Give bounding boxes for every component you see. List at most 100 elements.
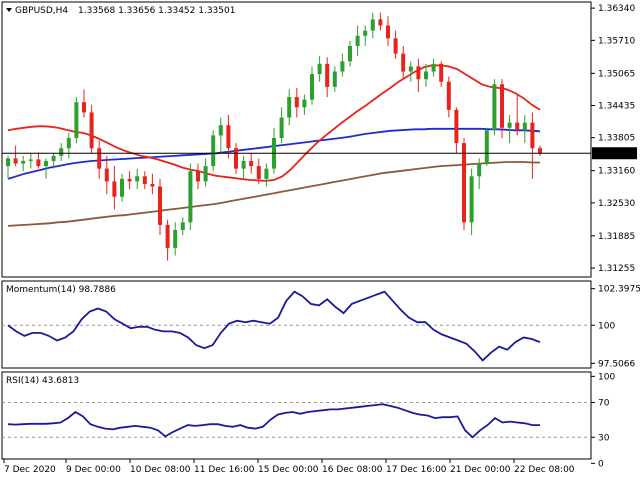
candles	[6, 12, 542, 261]
candle	[28, 153, 33, 169]
rsi-panel[interactable]	[1, 371, 592, 460]
candle	[310, 66, 314, 105]
candle-body	[462, 143, 466, 223]
price-tick-label: 1.32530	[598, 199, 635, 209]
candle	[363, 25, 368, 46]
indicator-tick-label: 100	[598, 321, 615, 331]
candle-body	[44, 160, 48, 167]
candle	[218, 117, 223, 154]
price-tick-label: 1.35065	[598, 69, 635, 79]
candle	[370, 12, 375, 39]
candle	[180, 217, 185, 236]
candle-body	[127, 178, 132, 182]
candle	[538, 145, 542, 156]
candle-body	[66, 137, 71, 149]
candle-body	[340, 61, 345, 72]
indicator-tick-label: 97.5066	[598, 359, 635, 369]
candle	[97, 140, 102, 179]
indicator-tick-label: 30	[598, 433, 610, 443]
candle	[104, 155, 109, 195]
candle	[120, 173, 124, 202]
candle	[462, 137, 466, 230]
current-price-label: 1.33501	[596, 149, 633, 159]
candle-body	[484, 130, 489, 164]
candle	[507, 114, 512, 144]
candle-body	[408, 66, 413, 72]
candle	[469, 168, 474, 236]
candle	[393, 30, 398, 59]
time-label: 17 Dec 16:00	[386, 465, 447, 475]
candle	[378, 12, 383, 31]
candle-body	[317, 63, 322, 75]
candle-body	[97, 148, 102, 169]
candle-body	[515, 122, 520, 131]
candle-body	[51, 155, 56, 161]
candle	[492, 79, 497, 136]
candle-body	[120, 178, 124, 197]
indicator-tick-label: 100	[598, 372, 615, 382]
candle	[211, 130, 216, 172]
candle-body	[416, 66, 421, 80]
candle-body	[249, 160, 254, 167]
candle	[424, 63, 428, 87]
candle	[522, 114, 527, 144]
candle-body	[135, 176, 140, 182]
candle	[446, 76, 451, 118]
candle	[226, 114, 231, 159]
candle-body	[522, 122, 527, 131]
price-tick-label: 1.33160	[598, 167, 635, 177]
candle	[165, 219, 170, 261]
candle-body	[165, 224, 170, 248]
candle-body	[492, 84, 497, 131]
candle-body	[211, 135, 216, 167]
candle-body	[158, 186, 162, 225]
time-axis: 7 Dec 2020 9 Dec 00:00 10 Dec 08:00 11 Dec …	[3, 459, 575, 475]
candle	[249, 153, 254, 174]
candle	[484, 127, 489, 167]
symbol-label: GBPUSD,H4	[15, 6, 68, 16]
indicator-tick-label: 0	[598, 459, 604, 469]
price-tick-label: 1.34435	[598, 102, 635, 112]
candle-body	[218, 125, 223, 136]
candle	[188, 163, 193, 230]
candle	[294, 87, 299, 118]
candle-body	[355, 35, 360, 46]
indicator-tick-label: 70	[598, 398, 610, 408]
candle-body	[500, 84, 504, 128]
candle	[416, 58, 421, 92]
candle	[264, 163, 269, 187]
candle-body	[332, 71, 337, 87]
candle	[127, 171, 132, 190]
candle	[386, 16, 390, 46]
candle	[439, 61, 444, 87]
price-axis: 1.36340 1.35710 1.35065 1.34435 1.33805 1.331…	[591, 4, 635, 274]
candle	[51, 153, 56, 169]
candle	[332, 66, 337, 92]
candle-body	[74, 102, 79, 138]
price-tick-label: 1.33805	[598, 134, 635, 144]
candle-body	[150, 183, 155, 187]
candle	[196, 163, 200, 190]
candle-body	[378, 19, 383, 26]
candle-body	[424, 71, 428, 80]
candle-body	[36, 159, 41, 167]
collapse-arrow-icon[interactable]	[6, 8, 12, 12]
candle-body	[348, 45, 352, 62]
candle-body	[59, 148, 64, 156]
candle-body	[530, 122, 535, 149]
candle	[158, 178, 162, 236]
candle	[44, 158, 48, 179]
candle	[355, 25, 360, 57]
ohlc-readout: 1.33568 1.33656 1.33452 1.33501	[78, 6, 235, 16]
candle-body	[264, 168, 269, 179]
candle	[515, 94, 520, 136]
candle	[82, 89, 86, 118]
candle	[256, 158, 261, 184]
candle-body	[393, 38, 398, 54]
candle-body	[310, 74, 314, 100]
current-price-box	[592, 147, 637, 160]
momentum-panel[interactable]	[1, 280, 592, 369]
candle	[66, 132, 71, 159]
candle-body	[454, 109, 459, 144]
